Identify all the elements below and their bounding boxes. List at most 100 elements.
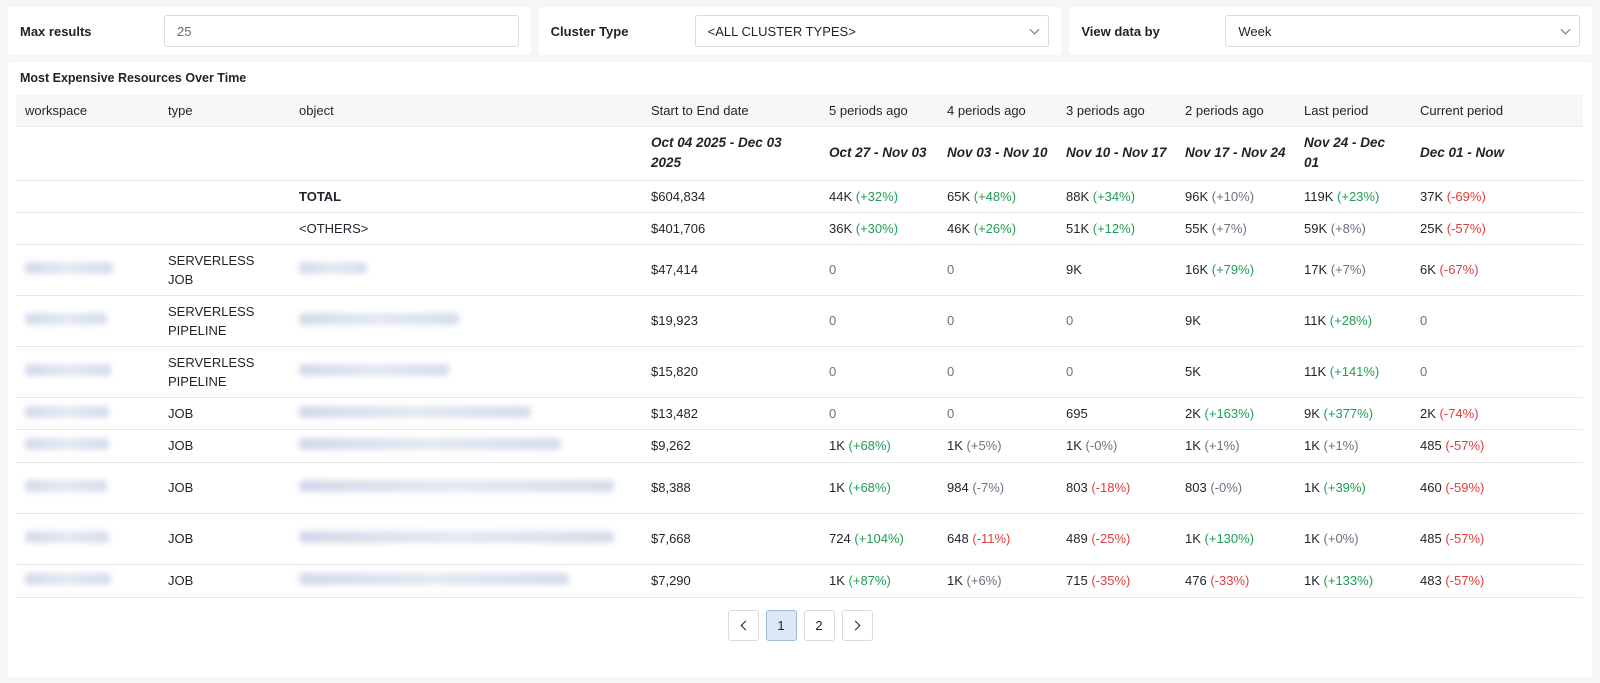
period-cell: 0 [938, 346, 1057, 398]
date-range-cell: Nov 03 - Nov 10 [938, 126, 1057, 181]
column-header[interactable]: 2 periods ago [1176, 95, 1295, 127]
type-cell: SERVERLESS PIPELINE [159, 295, 290, 347]
period-change: (+68%) [848, 438, 891, 453]
period-cell: 17K (+7%) [1295, 244, 1411, 296]
period-value: 1K [829, 573, 845, 588]
total-cost-cell: $19,923 [642, 295, 820, 347]
period-value: 44K [829, 188, 853, 204]
column-header[interactable]: object [290, 95, 642, 127]
period-value: 25K [1420, 220, 1444, 236]
object-cell[interactable] [290, 244, 642, 296]
total-cost-cell: $604,834 [642, 180, 820, 213]
page-button-1[interactable]: 1 [765, 610, 797, 641]
workspace-cell [16, 429, 159, 463]
table-row[interactable]: SERVERLESS PIPELINE $15,820 0 0 0 5K 11K (+141… [16, 346, 1583, 398]
period-cell: 5K [1176, 346, 1295, 398]
table-row[interactable]: TOTAL $604,834 44K (+32%) 65K (+48%) 88K (+3… [16, 180, 1583, 213]
period-change: (-33%) [1210, 573, 1250, 588]
max-results-input[interactable]: 25 [164, 15, 519, 47]
workspace-cell [16, 295, 159, 347]
table-row[interactable]: JOB $9,262 1K (+68%) 1K (+5%) 1K (-0%) 1K (+1… [16, 429, 1583, 463]
object-cell[interactable] [290, 397, 642, 430]
period-cell: 1K (+1%) [1295, 429, 1411, 463]
period-value: 803 [1066, 480, 1088, 495]
workspace-cell [16, 397, 159, 430]
period-change: (-7%) [972, 480, 1005, 495]
period-value: 483 [1420, 573, 1442, 588]
object-cell[interactable]: <OTHERS> [290, 212, 642, 245]
table-row[interactable]: JOB $7,290 1K (+87%) 1K (+6%) 715 (-35%) 476 … [16, 564, 1583, 598]
period-change: (+130%) [1204, 531, 1255, 546]
object-cell[interactable] [290, 429, 642, 463]
period-cell: 11K (+141%) [1295, 346, 1411, 398]
redacted-object [299, 438, 561, 450]
period-value: 984 [947, 480, 969, 495]
period-value: 88K [1066, 188, 1090, 204]
period-cell: 6K (-67%) [1411, 244, 1583, 296]
pagination: 1 2 [8, 610, 1592, 641]
period-cell: 1K (+130%) [1176, 513, 1295, 565]
period-value: 1K [829, 480, 845, 495]
prev-page-button[interactable] [727, 610, 759, 641]
column-header[interactable]: Last period [1295, 95, 1411, 127]
table-row[interactable]: SERVERLESS PIPELINE $19,923 0 0 0 9K 11K (+28%… [16, 295, 1583, 347]
period-cell: 96K (+10%) [1176, 180, 1295, 213]
cluster-type-select[interactable]: <ALL CLUSTER TYPES> [694, 15, 1050, 47]
period-value: 0 [829, 405, 837, 421]
period-change: (-57%) [1445, 573, 1485, 588]
object-cell[interactable] [290, 295, 642, 347]
period-cell: 119K (+23%) [1295, 180, 1411, 213]
period-cell: 0 [938, 244, 1057, 296]
period-value: 9K [1304, 405, 1320, 421]
period-cell: 803 (-0%) [1176, 462, 1295, 514]
table-row[interactable]: JOB $7,668 724 (+104%) 648 (-11%) 489 (-25%)… [16, 513, 1583, 565]
period-cell: 724 (+104%) [820, 513, 938, 565]
table-row[interactable]: <OTHERS> $401,706 36K (+30%) 46K (+26%) 51K … [16, 212, 1583, 245]
object-cell[interactable] [290, 462, 642, 514]
column-header[interactable]: 4 periods ago [938, 95, 1057, 127]
period-value: 9K [1066, 262, 1082, 277]
resources-panel: Most Expensive Resources Over Time works… [8, 62, 1592, 677]
period-cell: 46K (+26%) [938, 212, 1057, 245]
view-by-select[interactable]: Week [1225, 15, 1581, 47]
workspace-cell [16, 462, 159, 514]
period-cell: 9K [1176, 295, 1295, 347]
column-header[interactable]: 5 periods ago [820, 95, 938, 127]
column-header[interactable]: Current period [1411, 95, 1583, 127]
chevron-right-icon [850, 620, 860, 631]
table-row[interactable]: SERVERLESS JOB $47,414 0 0 9K 16K (+79%) 17K (… [16, 244, 1583, 296]
period-change: (-18%) [1091, 480, 1131, 495]
date-range-cell [16, 126, 159, 181]
page-button-2[interactable]: 2 [803, 610, 835, 641]
max-results-filter: Max results 25 [8, 7, 531, 55]
period-change: (-74%) [1439, 405, 1479, 421]
period-value: 1K [1066, 438, 1082, 453]
period-value: 1K [947, 438, 963, 453]
period-value: 0 [1066, 313, 1074, 328]
object-cell[interactable] [290, 346, 642, 398]
next-page-button[interactable] [841, 610, 873, 641]
column-header[interactable]: workspace [16, 95, 159, 127]
period-cell: 483 (-57%) [1411, 564, 1583, 598]
table-row[interactable]: JOB $8,388 1K (+68%) 984 (-7%) 803 (-18%) 803… [16, 462, 1583, 514]
period-cell: 25K (-57%) [1411, 212, 1583, 245]
period-value: 11K [1304, 313, 1327, 328]
column-header[interactable]: Start to End date [642, 95, 820, 127]
date-range-cell: Nov 24 - Dec 01 [1295, 126, 1411, 181]
period-value: 0 [1420, 364, 1428, 379]
period-change: (+28%) [1329, 313, 1373, 328]
period-value: 1K [1304, 480, 1320, 495]
object-cell[interactable] [290, 564, 642, 598]
period-change: (+79%) [1211, 262, 1255, 277]
object-cell[interactable] [290, 513, 642, 565]
period-cell: 0 [938, 397, 1057, 430]
object-cell[interactable]: TOTAL [290, 180, 642, 213]
column-header[interactable]: type [159, 95, 290, 127]
period-value: 16K [1185, 262, 1209, 277]
table-row[interactable]: JOB $13,482 0 0 695 2K (+163%) 9K (+377%) 2K (-… [16, 397, 1583, 430]
date-range-cell: Oct 04 2025 - Dec 03 2025 [642, 126, 820, 181]
column-header[interactable]: 3 periods ago [1057, 95, 1176, 127]
period-change: (-11%) [972, 531, 1011, 546]
period-cell: 984 (-7%) [938, 462, 1057, 514]
period-cell: 803 (-18%) [1057, 462, 1176, 514]
